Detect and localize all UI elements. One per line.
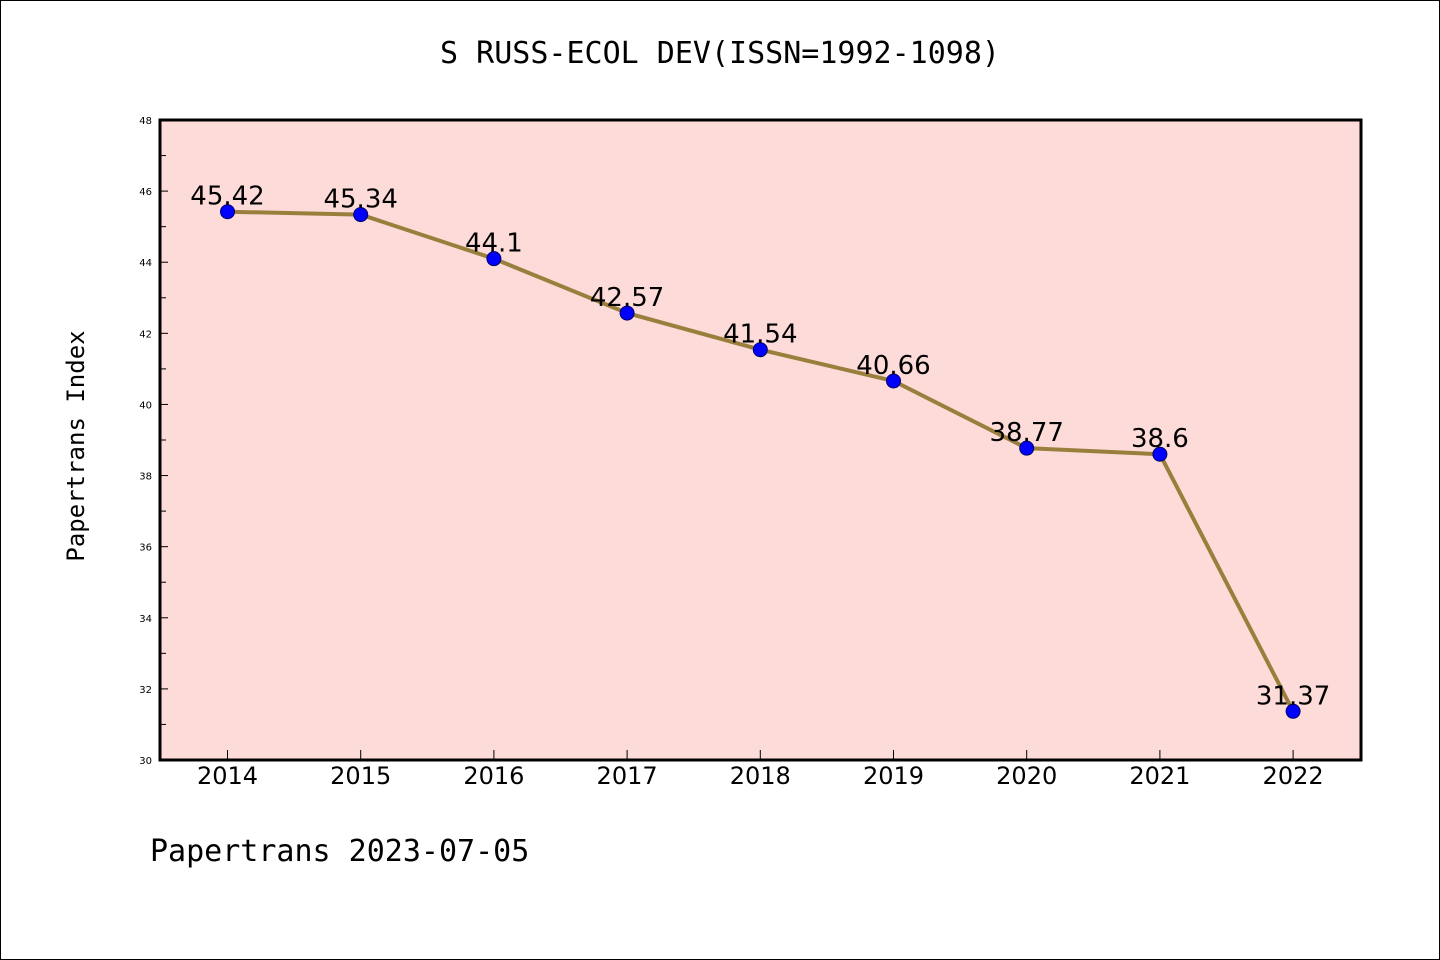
data-label: 45.34 bbox=[323, 185, 397, 215]
x-tick-label: 2017 bbox=[597, 762, 658, 790]
x-tick-label: 2021 bbox=[1129, 762, 1190, 790]
data-point bbox=[619, 305, 635, 321]
footer-note: Papertrans 2023-07-05 bbox=[150, 834, 530, 869]
data-point bbox=[1285, 703, 1301, 719]
x-axis: 2014 2015 2016 2017 2018 2019 2020 2021 2022 bbox=[197, 750, 1324, 790]
y-tick-label: 34 bbox=[139, 614, 152, 625]
data-point bbox=[1019, 440, 1035, 456]
plot-area bbox=[158, 118, 1363, 762]
x-tick-label: 2016 bbox=[463, 762, 524, 790]
data-label: 38.6 bbox=[1131, 424, 1189, 454]
data-label: 40.66 bbox=[856, 351, 930, 381]
x-tick-label: 2018 bbox=[730, 762, 791, 790]
x-tick-label: 2020 bbox=[996, 762, 1057, 790]
data-label: 41.54 bbox=[723, 320, 797, 350]
y-axis: 30 32 34 36 38 40 42 44 46 48 bbox=[139, 116, 168, 767]
data-point bbox=[220, 204, 235, 220]
x-tick-label: 2015 bbox=[330, 762, 391, 790]
data-point bbox=[1152, 446, 1168, 462]
y-tick-label: 46 bbox=[139, 187, 152, 198]
data-point bbox=[486, 251, 502, 267]
x-tick-label: 2022 bbox=[1263, 762, 1324, 790]
data-point bbox=[886, 373, 901, 389]
data-label: 38.77 bbox=[989, 418, 1063, 448]
y-tick-label: 40 bbox=[139, 400, 152, 411]
y-tick-label: 36 bbox=[139, 543, 152, 554]
data-label: 31.37 bbox=[1256, 681, 1330, 711]
data-markers bbox=[220, 204, 1301, 719]
x-tick-label: 2014 bbox=[197, 762, 258, 790]
data-point bbox=[752, 342, 768, 358]
y-tick-label: 32 bbox=[139, 685, 152, 696]
y-tick-label: 42 bbox=[139, 329, 152, 340]
data-label: 45.42 bbox=[190, 182, 264, 212]
y-tick-label: 44 bbox=[139, 258, 152, 269]
y-tick-label: 48 bbox=[139, 116, 152, 127]
y-tick-label: 30 bbox=[139, 756, 152, 767]
data-labels: 45.42 45.34 44.1 42.57 41.54 40.66 38.77 38.6 31… bbox=[190, 182, 1330, 712]
y-tick-label: 38 bbox=[139, 472, 152, 483]
data-label: 42.57 bbox=[590, 283, 664, 313]
data-point bbox=[353, 207, 369, 223]
data-label: 44.1 bbox=[465, 229, 523, 259]
x-tick-label: 2019 bbox=[863, 762, 924, 790]
chart-title: S RUSS-ECOL DEV(ISSN=1992-1098) bbox=[440, 36, 1000, 71]
